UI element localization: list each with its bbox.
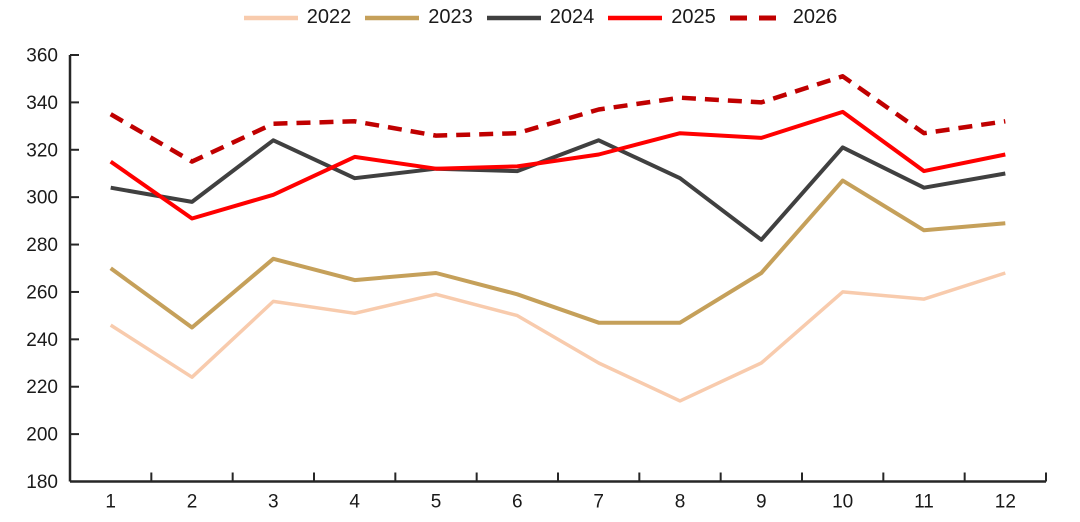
y-axis-tick-label: 220	[26, 377, 58, 398]
x-axis-tick-label: 10	[832, 492, 853, 513]
legend-label: 2022	[306, 6, 352, 28]
y-axis-tick-label: 360	[26, 46, 58, 67]
series-line-2026	[109, 74, 1006, 164]
legend-label: 2025	[671, 6, 716, 28]
x-axis-tick-label: 4	[349, 492, 360, 513]
legend-swatch-2022	[243, 15, 298, 20]
legend-item-2026: 2026	[729, 6, 838, 29]
x-axis-tick-label: 7	[593, 492, 604, 513]
y-axis-tick-label: 180	[26, 472, 58, 493]
chart-legend: 2022 2023 2024 2025 2026	[0, 6, 1080, 29]
x-axis-tick-label: 5	[431, 492, 442, 513]
x-axis-tick-label: 11	[914, 492, 934, 513]
x-axis-tick-label: 12	[995, 492, 1016, 513]
legend-swatch-2024	[486, 15, 541, 20]
legend-item-2022: 2022	[243, 6, 352, 29]
y-axis-tick-label: 340	[26, 93, 58, 114]
legend-swatch-2025	[608, 15, 663, 20]
series-line-2025	[109, 109, 1006, 221]
x-axis-tick-label: 6	[512, 492, 523, 513]
legend-item-2024: 2024	[486, 6, 595, 29]
y-axis-tick-label: 300	[26, 188, 58, 209]
x-axis-tick-label: 8	[675, 492, 686, 513]
legend-swatch-2023	[365, 15, 420, 20]
legend-label: 2024	[549, 6, 595, 28]
legend-label: 2023	[428, 6, 473, 28]
y-axis-tick-label: 200	[26, 425, 58, 446]
legend-item-2023: 2023	[364, 6, 473, 29]
series-line-2022	[109, 271, 1006, 403]
legend-swatch-2026	[729, 15, 784, 20]
series-line-2023	[109, 178, 1006, 330]
y-axis-tick-label: 260	[26, 282, 58, 303]
x-axis-tick-label: 9	[756, 492, 767, 513]
legend-label: 2026	[792, 6, 838, 28]
x-axis-tick-label: 3	[268, 492, 279, 513]
y-axis-tick-label: 280	[26, 235, 58, 256]
legend-item-2025: 2025	[607, 6, 716, 29]
series-line-2024	[110, 138, 1006, 242]
y-axis-tick-label: 320	[26, 140, 58, 161]
x-axis-tick-label: 1	[105, 492, 116, 513]
x-axis-tick-label: 2	[187, 492, 198, 513]
y-axis-tick-label: 240	[26, 330, 58, 351]
